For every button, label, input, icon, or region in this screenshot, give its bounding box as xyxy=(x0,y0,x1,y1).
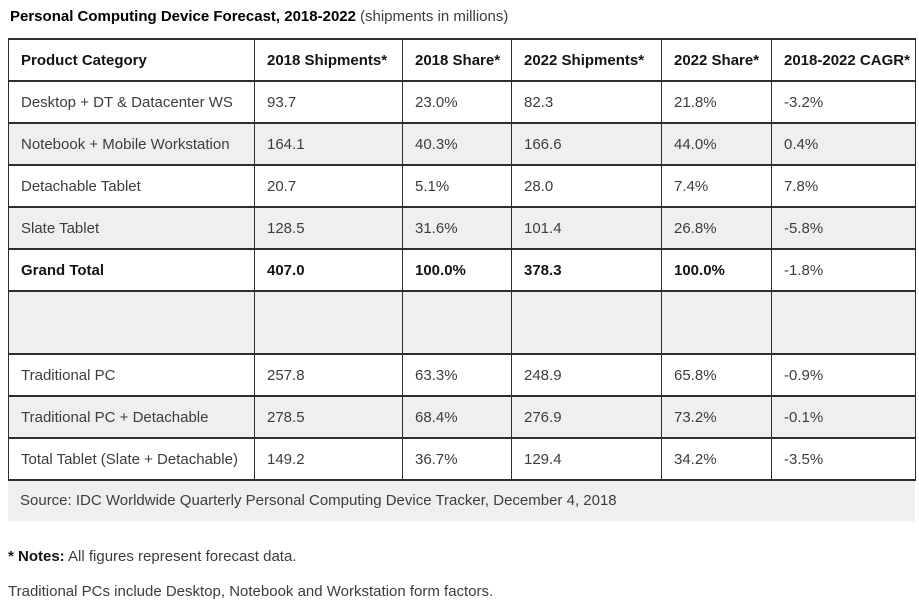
notes-label: * Notes: xyxy=(8,548,65,565)
value-cell: 101.4 xyxy=(511,206,662,250)
value-cell: 31.6% xyxy=(402,206,512,250)
category-cell: Slate Tablet xyxy=(8,206,255,250)
value-cell: 21.8% xyxy=(661,80,772,124)
value-cell: -3.5% xyxy=(771,437,916,481)
value-cell xyxy=(511,290,662,355)
value-cell xyxy=(661,290,772,355)
category-cell: Detachable Tablet xyxy=(8,164,255,208)
table-row: Slate Tablet 128.5 31.6% 101.4 26.8% -5.8% xyxy=(8,206,916,250)
table-row: Detachable Tablet 20.7 5.1% 28.0 7.4% 7.8% xyxy=(8,164,916,208)
value-cell: 20.7 xyxy=(254,164,403,208)
value-cell: 378.3 xyxy=(511,248,662,292)
value-cell xyxy=(771,290,916,355)
value-cell: 248.9 xyxy=(511,353,662,397)
value-cell xyxy=(402,290,512,355)
forecast-table: Product Category 2018 Shipments* 2018 Shar… xyxy=(8,38,916,481)
table-row: Total Tablet (Slate + Detachable) 149.2 36… xyxy=(8,437,916,481)
value-cell: 407.0 xyxy=(254,248,403,292)
notes-text: All figures represent forecast data. xyxy=(68,548,297,565)
page-title-main: Personal Computing Device Forecast, 2018… xyxy=(10,8,356,25)
table-row: Traditional PC 257.8 63.3% 248.9 65.8% -0.9% xyxy=(8,353,916,397)
value-cell: 93.7 xyxy=(254,80,403,124)
column-header: 2022 Shipments* xyxy=(511,38,662,82)
value-cell: 164.1 xyxy=(254,122,403,166)
value-cell: 278.5 xyxy=(254,395,403,439)
value-cell: 82.3 xyxy=(511,80,662,124)
value-cell: 44.0% xyxy=(661,122,772,166)
page-title: Personal Computing Device Forecast, 2018… xyxy=(10,8,919,26)
value-cell: 129.4 xyxy=(511,437,662,481)
value-cell: 5.1% xyxy=(402,164,512,208)
value-cell: 40.3% xyxy=(402,122,512,166)
value-cell: 100.0% xyxy=(402,248,512,292)
category-cell: Total Tablet (Slate + Detachable) xyxy=(8,437,255,481)
table-header: Product Category 2018 Shipments* 2018 Shar… xyxy=(8,38,916,82)
category-cell: Desktop + DT & Datacenter WS xyxy=(8,80,255,124)
value-cell: -1.8% xyxy=(771,248,916,292)
value-cell: 63.3% xyxy=(402,353,512,397)
value-cell: 34.2% xyxy=(661,437,772,481)
column-header: 2018-2022 CAGR* xyxy=(771,38,916,82)
value-cell: 73.2% xyxy=(661,395,772,439)
category-cell: Grand Total xyxy=(8,248,255,292)
category-cell xyxy=(8,290,255,355)
category-cell: Traditional PC xyxy=(8,353,255,397)
column-header: 2018 Shipments* xyxy=(254,38,403,82)
value-cell: 36.7% xyxy=(402,437,512,481)
table-row: Desktop + DT & Datacenter WS 93.7 23.0% 82.… xyxy=(8,80,916,124)
value-cell: 65.8% xyxy=(661,353,772,397)
column-header: 2018 Share* xyxy=(402,38,512,82)
category-cell: Traditional PC + Detachable xyxy=(8,395,255,439)
category-cell: Notebook + Mobile Workstation xyxy=(8,122,255,166)
value-cell: -0.1% xyxy=(771,395,916,439)
value-cell: 276.9 xyxy=(511,395,662,439)
source-note: Source: IDC Worldwide Quarterly Personal… xyxy=(8,481,915,521)
value-cell: 100.0% xyxy=(661,248,772,292)
value-cell: -5.8% xyxy=(771,206,916,250)
table-row: Traditional PC + Detachable 278.5 68.4% 276… xyxy=(8,395,916,439)
value-cell: 26.8% xyxy=(661,206,772,250)
value-cell: 7.8% xyxy=(771,164,916,208)
header-row: Product Category 2018 Shipments* 2018 Shar… xyxy=(8,38,916,82)
value-cell: 7.4% xyxy=(661,164,772,208)
column-header: Product Category xyxy=(8,38,255,82)
value-cell: 0.4% xyxy=(771,122,916,166)
column-header: 2022 Share* xyxy=(661,38,772,82)
page-title-subtitle: (shipments in millions) xyxy=(359,8,509,25)
notes-line-1: * Notes: All figures represent forecast … xyxy=(8,548,919,565)
value-cell: 166.6 xyxy=(511,122,662,166)
value-cell: 149.2 xyxy=(254,437,403,481)
value-cell: 28.0 xyxy=(511,164,662,208)
notes-line-2: Traditional PCs include Desktop, Noteboo… xyxy=(8,583,494,600)
spacer-row xyxy=(8,290,916,355)
value-cell: 68.4% xyxy=(402,395,512,439)
table-row: Notebook + Mobile Workstation 164.1 40.3% 1… xyxy=(8,122,916,166)
value-cell xyxy=(254,290,403,355)
table-row: Grand Total 407.0 100.0% 378.3 100.0% -1.8% xyxy=(8,248,916,292)
value-cell: 257.8 xyxy=(254,353,403,397)
value-cell: -0.9% xyxy=(771,353,916,397)
value-cell: -3.2% xyxy=(771,80,916,124)
value-cell: 23.0% xyxy=(402,80,512,124)
value-cell: 128.5 xyxy=(254,206,403,250)
